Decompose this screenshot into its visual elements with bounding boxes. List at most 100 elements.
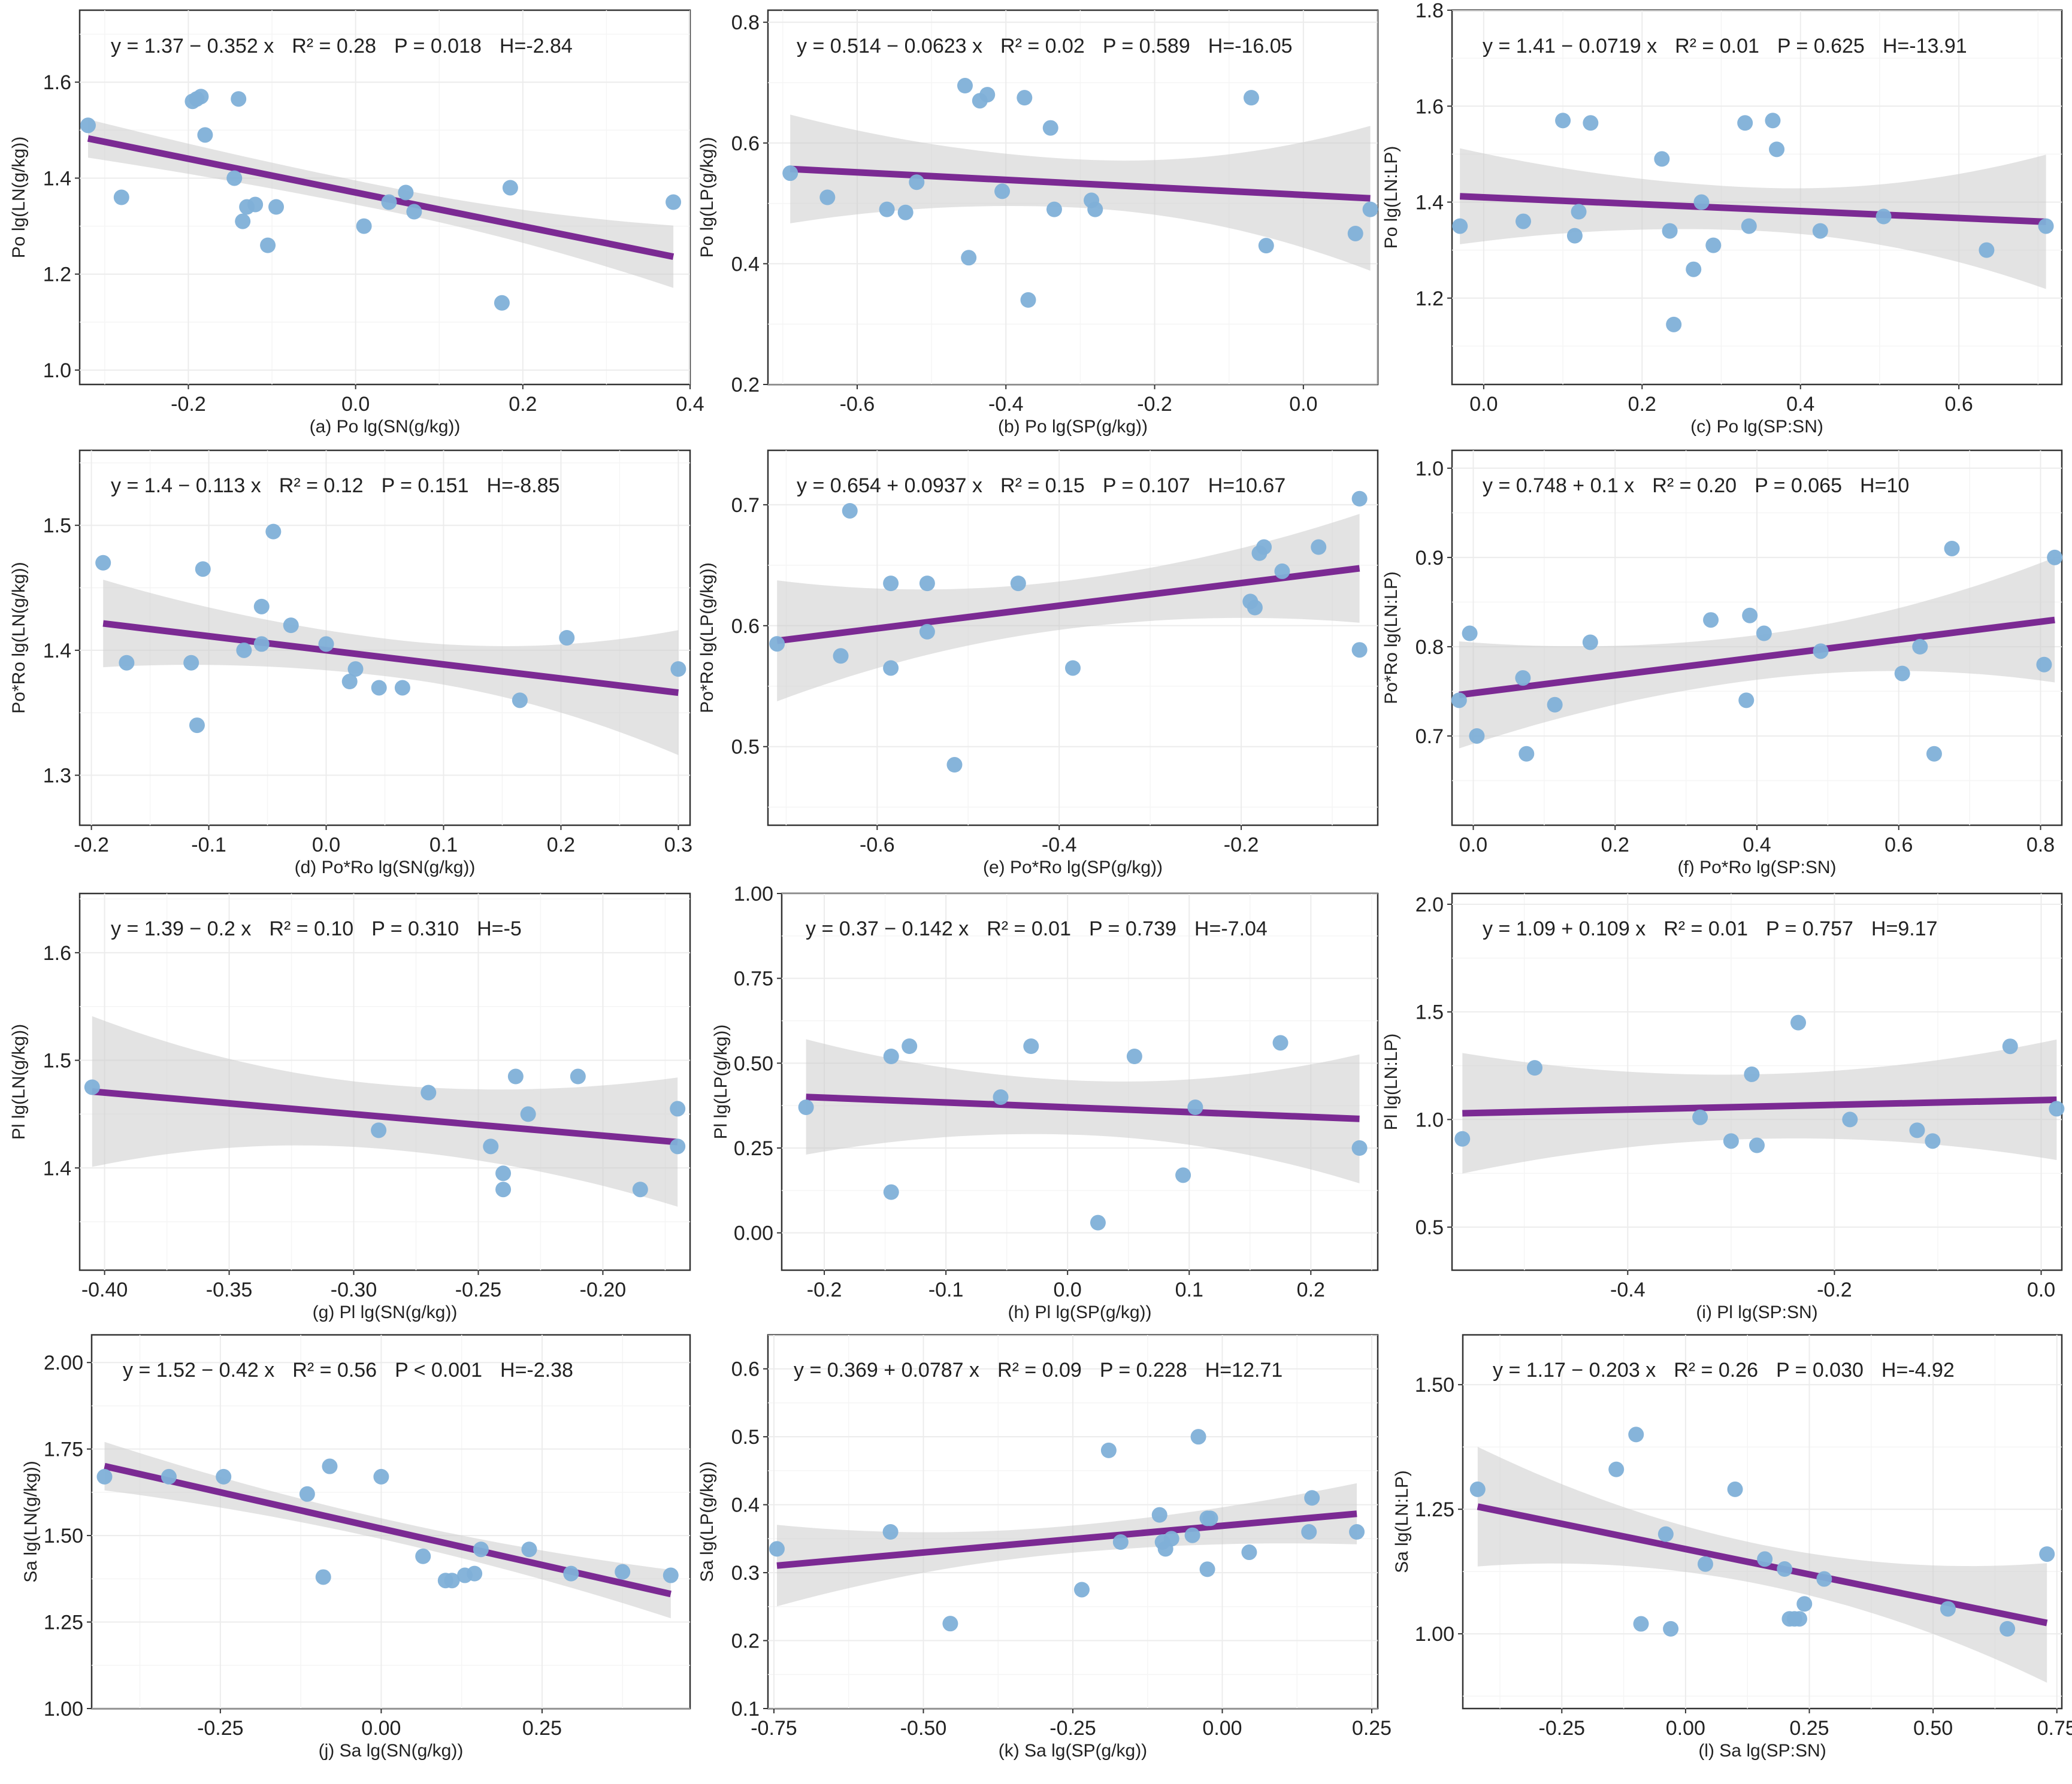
x-tick-label: -0.4 [1610, 1279, 1645, 1301]
annotation-h-value: H=-2.38 [500, 1359, 573, 1382]
annotation-p-value: P = 0.757 [1766, 917, 1853, 940]
y-tick-label: 1.4 [1415, 192, 1444, 214]
data-point [415, 1548, 431, 1564]
x-axis-title: (e) Po*Ro lg(SP(g/kg)) [983, 858, 1163, 877]
data-point [919, 623, 935, 640]
x-tick-label: 0.0 [312, 834, 340, 856]
data-point [521, 1541, 537, 1558]
data-point [2049, 1101, 2065, 1117]
x-axis-title: (c) Po lg(SP:SN) [1690, 417, 1823, 437]
annotation-r-squared: R² = 0.01 [1675, 35, 1759, 57]
data-point [769, 1541, 785, 1557]
annotation-r-squared: R² = 0.10 [269, 917, 353, 940]
x-axis-title: (k) Sa lg(SP(g/kg)) [999, 1741, 1147, 1761]
data-point [1909, 1122, 1925, 1138]
x-tick-label: 0.8 [2026, 834, 2055, 856]
data-point [1697, 1556, 1713, 1572]
x-tick-label: -0.30 [331, 1279, 377, 1301]
data-point [819, 189, 836, 205]
x-tick-label: 0.2 [1601, 834, 1629, 856]
regression-annotation: y = 1.41 − 0.0719 x R² = 0.01 P = 0.625 H=-… [1483, 35, 1967, 57]
data-point [161, 1468, 177, 1485]
x-tick-label: -0.2 [1137, 393, 1172, 416]
plot-area [768, 10, 1378, 384]
x-axis-title: (f) Po*Ro lg(SP:SN) [1677, 858, 1836, 877]
x-axis-title: (b) Po lg(SP(g/kg)) [998, 417, 1148, 437]
data-point [322, 1458, 338, 1474]
data-point [183, 655, 199, 671]
data-point [2047, 549, 2063, 565]
data-point [373, 1468, 389, 1485]
regression-line [1459, 616, 2055, 698]
y-axis-title: Po*Ro lg(LN:LP) [1381, 571, 1401, 704]
y-axis-title: Sa lg(LN(g/kg)) [21, 1461, 41, 1582]
panel-l: -0.25 0.00 0.25 0.50 0.75 1.00 1.25 1.50 (l) Sa … [1392, 1334, 2072, 1761]
x-tick-label: -0.25 [1539, 1717, 1586, 1740]
y-axis-title: Sa lg(LP(g/kg)) [697, 1461, 717, 1582]
data-point [670, 1101, 686, 1117]
annotation-r-squared: R² = 0.01 [1663, 917, 1748, 940]
regression-annotation: y = 1.39 − 0.2 x R² = 0.10 P = 0.310 H=-5 [111, 917, 522, 940]
annotation-p-value: P = 0.228 [1100, 1359, 1187, 1382]
annotation-r-squared: R² = 0.20 [1652, 474, 1737, 497]
x-tick-label: 0.00 [1202, 1717, 1242, 1740]
data-point [1583, 115, 1599, 131]
data-point [1737, 115, 1753, 131]
panel-c: 0.0 0.2 0.4 0.6 1.2 1.4 1.6 1.8 (c) Po lg(SP:SN)… [1381, 0, 2063, 437]
data-point [1796, 1596, 1813, 1612]
data-point [670, 1138, 686, 1155]
data-point [189, 717, 205, 734]
annotation-equation: y = 1.39 − 0.2 x [111, 917, 251, 940]
data-point [1065, 660, 1081, 676]
annotation-h-value: H=-4.92 [1882, 1359, 1955, 1382]
annotation-p-value: P = 0.030 [1776, 1359, 1864, 1382]
data-point [1351, 642, 1368, 658]
data-point [1462, 625, 1478, 641]
annotation-p-value: P = 0.310 [371, 917, 459, 940]
data-point [1100, 1442, 1117, 1458]
annotation-equation: y = 1.4 − 0.113 x [111, 474, 261, 497]
data-point [1979, 242, 1995, 258]
data-point [247, 196, 264, 213]
data-point [879, 201, 895, 217]
data-point [113, 189, 129, 205]
data-point [84, 1079, 100, 1095]
y-tick-label: 1.00 [1415, 1623, 1454, 1646]
data-point [1454, 1131, 1471, 1147]
y-axis-title: Pl lg(LN(g/kg)) [9, 1024, 29, 1140]
x-axis-title: (d) Po*Ro lg(SN(g/kg)) [295, 858, 476, 877]
annotation-r-squared: R² = 0.12 [279, 474, 364, 497]
data-point [1184, 1527, 1200, 1543]
y-axis-title: Sa lg(LN:LP) [1392, 1470, 1412, 1573]
data-point [2002, 1038, 2018, 1055]
annotation-r-squared: R² = 0.26 [1674, 1359, 1758, 1382]
x-tick-label: -0.1 [191, 834, 226, 856]
data-point [1087, 201, 1103, 217]
confidence-band [92, 1016, 678, 1207]
annotation-equation: y = 0.654 + 0.0937 x [797, 474, 982, 497]
data-point [1756, 625, 1772, 641]
plot-area [80, 893, 690, 1270]
data-point [902, 1038, 918, 1054]
y-tick-label: 1.5 [1415, 1001, 1444, 1024]
data-point [1190, 1429, 1206, 1445]
annotation-p-value: P = 0.151 [382, 474, 469, 497]
x-axis-title: (i) Pl lg(SP:SN) [1696, 1303, 1817, 1322]
plot-area [1452, 450, 2062, 825]
x-tick-label: 0.0 [1054, 1279, 1082, 1301]
data-point [883, 1184, 899, 1200]
data-point [495, 1165, 512, 1182]
x-tick-label: 0.2 [509, 393, 537, 416]
data-point [2038, 218, 2054, 234]
x-tick-label: -0.75 [751, 1717, 797, 1740]
y-tick-label: 1.5 [43, 1050, 71, 1073]
annotation-equation: y = 0.37 − 0.142 x [806, 917, 969, 940]
data-point [381, 194, 397, 210]
data-point [1010, 576, 1026, 592]
x-tick-label: -0.25 [197, 1717, 244, 1740]
annotation-p-value: P = 0.739 [1089, 917, 1176, 940]
x-axis-title: (a) Po lg(SN(g/kg)) [310, 417, 461, 437]
y-tick-label: 0.9 [1415, 547, 1444, 570]
data-point [1633, 1616, 1649, 1632]
data-point [507, 1068, 524, 1085]
